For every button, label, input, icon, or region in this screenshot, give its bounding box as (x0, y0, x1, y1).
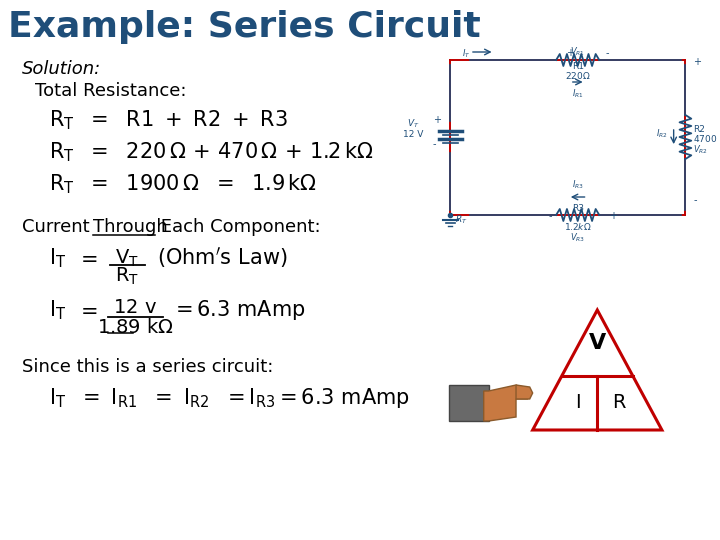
Text: $I_{R2}$: $I_{R2}$ (656, 128, 667, 140)
Text: $I_T$: $I_T$ (462, 48, 471, 60)
Text: R1: R1 (572, 62, 584, 71)
Text: $\mathsf{=6.3\ mAmp}$: $\mathsf{=6.3\ mAmp}$ (171, 298, 306, 322)
Text: -: - (433, 139, 436, 149)
Text: $220\Omega$: $220\Omega$ (565, 70, 590, 81)
Text: -: - (606, 48, 609, 58)
Text: $\mathsf{R_T\ \ =\ \ 1900\,\Omega\ \ =\ \ 1.9\,k\Omega}$: $\mathsf{R_T\ \ =\ \ 1900\,\Omega\ \ =\ … (49, 172, 317, 195)
Text: $\mathsf{12\ v}$: $\mathsf{12\ v}$ (113, 298, 157, 317)
Text: +: + (693, 57, 701, 67)
Text: Through: Through (93, 218, 168, 236)
Text: $\mathsf{1.89\ k\Omega}$: $\mathsf{1.89\ k\Omega}$ (96, 318, 174, 337)
Text: -: - (693, 195, 697, 205)
Text: $I_{R1}$: $I_{R1}$ (572, 88, 583, 100)
Text: $\mathsf{=}$: $\mathsf{=}$ (76, 300, 98, 320)
Text: R: R (612, 394, 626, 413)
Text: 12 V: 12 V (403, 130, 423, 139)
Text: $I_{R3}$: $I_{R3}$ (572, 179, 584, 191)
Text: +: + (433, 115, 441, 125)
Text: Solution:: Solution: (22, 60, 101, 78)
Text: $\mathsf{(Ohm's\ Law)}$: $\mathsf{(Ohm's\ Law)}$ (157, 246, 287, 271)
Text: $\mathsf{I_T}$: $\mathsf{I_T}$ (49, 298, 66, 322)
Text: Current: Current (22, 218, 95, 236)
Text: R3: R3 (572, 204, 584, 213)
Text: I: I (575, 394, 581, 413)
Text: $\mathsf{V_T}$: $\mathsf{V_T}$ (115, 248, 139, 269)
Text: Since this is a series circuit:: Since this is a series circuit: (22, 358, 273, 376)
Text: $R_T$: $R_T$ (455, 214, 468, 226)
Text: V: V (589, 333, 606, 353)
Text: $\mathsf{I_T}$: $\mathsf{I_T}$ (49, 246, 66, 270)
Text: $V_{R1}$: $V_{R1}$ (570, 46, 585, 58)
Polygon shape (449, 385, 489, 421)
Text: -: - (549, 211, 552, 221)
Text: $\mathsf{R_T}$: $\mathsf{R_T}$ (115, 266, 140, 287)
Text: +: + (566, 48, 574, 58)
Text: +: + (609, 211, 617, 221)
Text: Each Component:: Each Component: (155, 218, 320, 236)
Text: $\mathsf{R_T\ \ =\ \ R1\ +\ R2\ +\ R3}$: $\mathsf{R_T\ \ =\ \ R1\ +\ R2\ +\ R3}$ (49, 108, 288, 132)
Text: $V_{R3}$: $V_{R3}$ (570, 231, 585, 244)
Text: $4700$: $4700$ (693, 133, 718, 144)
Text: $V_T$: $V_T$ (407, 118, 420, 131)
Text: $1.2k\Omega$: $1.2k\Omega$ (564, 221, 591, 232)
Text: $V_{R2}$: $V_{R2}$ (693, 143, 708, 156)
Text: Total Resistance:: Total Resistance: (35, 82, 186, 100)
Polygon shape (484, 385, 528, 421)
Text: $\mathsf{I_T\ \ =\ I_{R1}\ \ =\ I_{R2}\ \ =I_{R3}=6.3\ mAmp}$: $\mathsf{I_T\ \ =\ I_{R1}\ \ =\ I_{R2}\ … (49, 386, 410, 410)
Text: R2: R2 (693, 125, 705, 134)
Text: Example: Series Circuit: Example: Series Circuit (8, 10, 480, 44)
Polygon shape (516, 385, 533, 399)
Text: $\mathsf{R_T\ \ =\ \ 220\,\Omega\,+\,470\,\Omega\,+\,1.2\,k\Omega}$: $\mathsf{R_T\ \ =\ \ 220\,\Omega\,+\,470… (49, 140, 374, 164)
Text: $\mathsf{=}$: $\mathsf{=}$ (76, 248, 98, 268)
